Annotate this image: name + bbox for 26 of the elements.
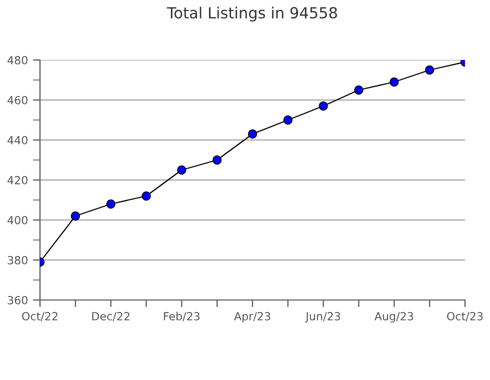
point (70, 211, 80, 221)
point (177, 165, 186, 175)
point (318, 101, 328, 111)
y-tick-label: 460 (8, 96, 28, 104)
point (248, 129, 258, 139)
x-tick-label: Feb/23 (164, 312, 200, 322)
point (390, 77, 399, 87)
y-tick-label: 420 (8, 176, 28, 184)
x-tick-label: Dec/22 (92, 312, 130, 322)
y-tick-label: 360 (8, 296, 28, 304)
y-tick-label: 480 (8, 56, 28, 64)
x-tick-label: Aug/23 (374, 312, 414, 323)
point (106, 199, 116, 209)
point (424, 65, 434, 75)
chart-title: Total Listings in 94558 (166, 6, 337, 22)
x-tick-label: Oct/23 (447, 312, 483, 322)
x-tick-label: Oct/22 (22, 312, 58, 322)
point (283, 115, 293, 125)
point (142, 191, 151, 201)
y-tick-label: 400 (8, 216, 28, 224)
y-tick-label: 440 (8, 136, 28, 144)
point (354, 85, 364, 95)
x-tick-label: Apr/23 (234, 312, 270, 323)
x-tick-label: Jun/23 (305, 312, 340, 322)
point (212, 155, 222, 165)
y-tick-label: 380 (8, 256, 28, 264)
